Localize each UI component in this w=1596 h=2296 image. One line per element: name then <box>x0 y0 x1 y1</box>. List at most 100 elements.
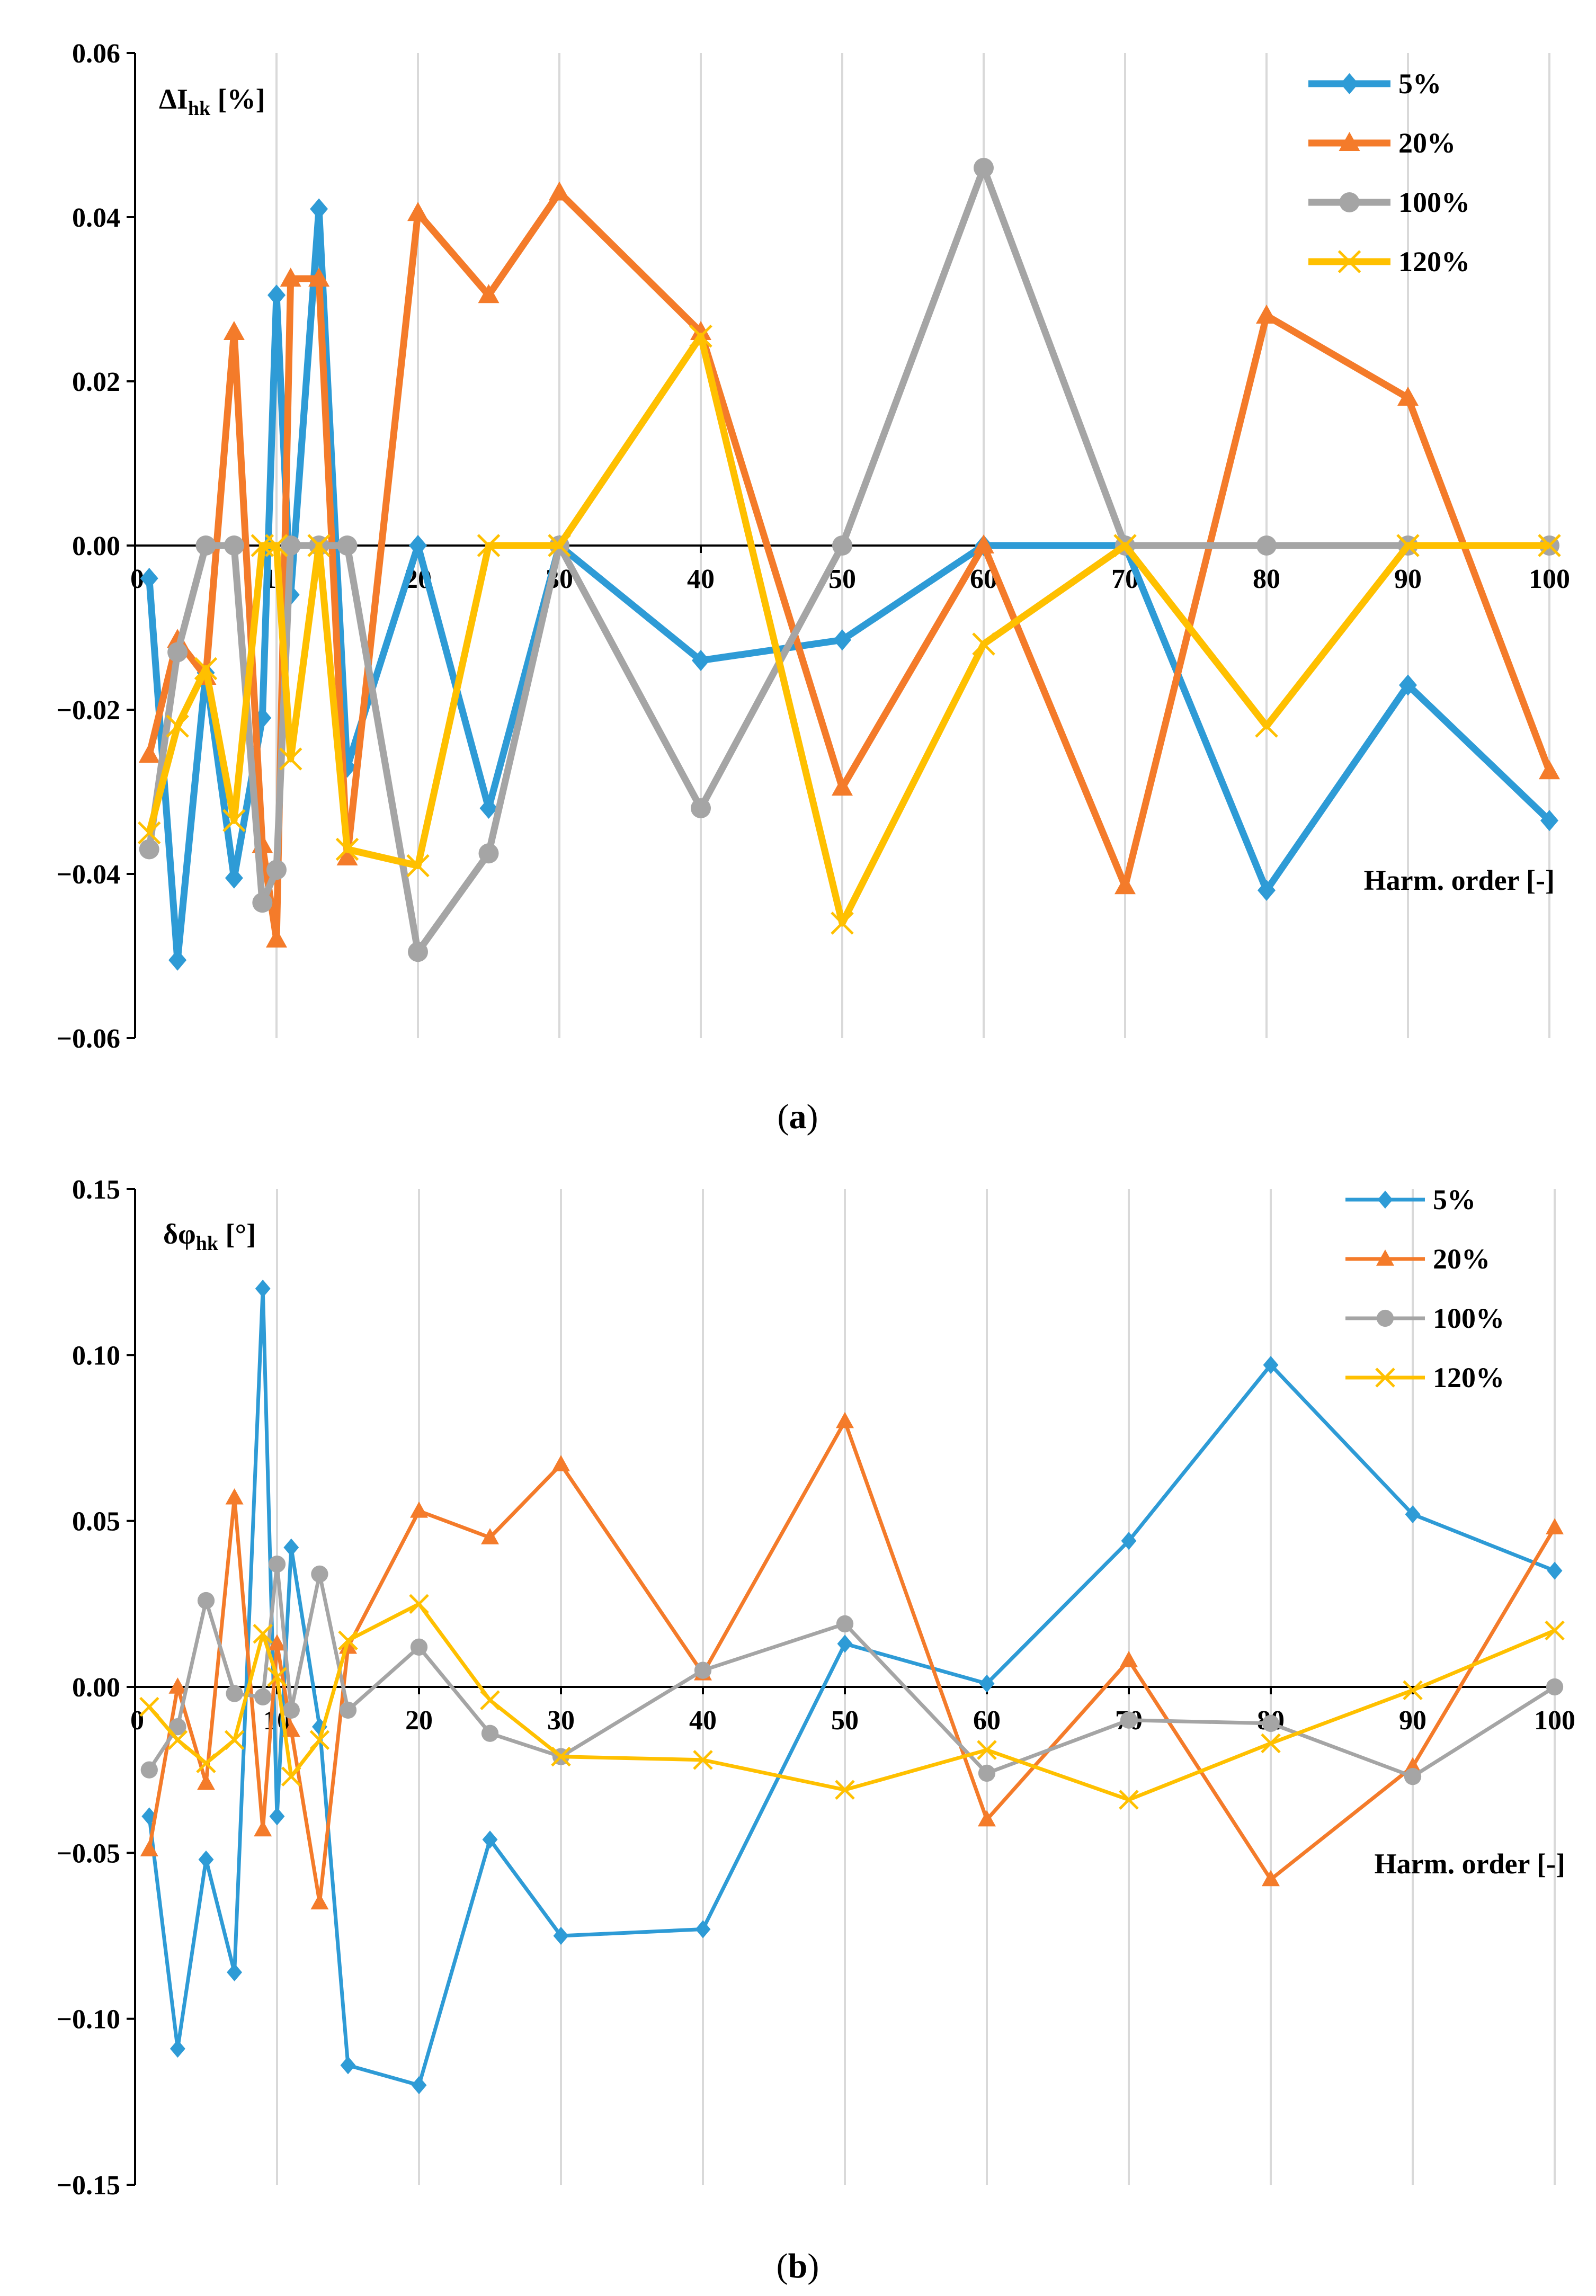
data-point <box>141 1762 158 1779</box>
data-point <box>832 535 852 556</box>
y-tick-label: 0.00 <box>72 531 120 561</box>
legend-label: 5% <box>1433 1184 1476 1216</box>
legend-marker <box>1378 1191 1393 1209</box>
y-tick-label: −0.10 <box>56 2005 120 2035</box>
caption-letter: a <box>789 1097 807 1136</box>
data-point <box>411 1639 427 1656</box>
x-tick-label: 0 <box>130 1705 144 1736</box>
data-point <box>266 928 287 948</box>
x-tick-label: 30 <box>547 1705 575 1736</box>
data-point <box>1262 1715 1279 1732</box>
data-point <box>978 1765 995 1782</box>
data-point <box>310 199 328 220</box>
y-axis-label-sub: hk <box>188 97 211 120</box>
data-point <box>1546 1518 1564 1534</box>
x-tick-label: 80 <box>1253 564 1280 594</box>
caption: (a) <box>778 1097 818 1136</box>
y-axis-label: ΔIhk [%] <box>159 83 265 120</box>
data-point <box>481 1691 499 1709</box>
data-point <box>224 535 244 556</box>
data-point <box>225 868 243 889</box>
data-point <box>340 1702 356 1719</box>
legend-label: 20% <box>1398 127 1456 159</box>
data-point <box>269 1556 286 1573</box>
legend-label: 100% <box>1398 186 1470 218</box>
legend-item-20%: 20% <box>1308 127 1456 159</box>
series-line <box>149 168 1549 952</box>
data-point <box>140 1840 158 1856</box>
y-tick-label: 0.10 <box>72 1341 120 1371</box>
figure: 0.060.040.020.00−0.02−0.04−0.060 10 20 30 40… <box>0 0 1596 2296</box>
x-tick-label: 90 <box>1399 1705 1426 1736</box>
legend-marker <box>1340 192 1360 212</box>
legend-label: 100% <box>1433 1302 1504 1334</box>
legend-item-100%: 100% <box>1308 186 1470 218</box>
x-tick-label: 20 <box>405 1705 433 1736</box>
y-axis-label-unit: [%] <box>210 83 265 115</box>
series-20% <box>140 1412 1564 1909</box>
legend-label: 20% <box>1433 1243 1490 1275</box>
data-point <box>224 321 245 340</box>
data-point <box>1539 760 1560 779</box>
data-point <box>197 1774 215 1790</box>
legend-item-120%: 120% <box>1345 1362 1504 1393</box>
data-point <box>283 1702 300 1719</box>
legend-item-120%: 120% <box>1308 246 1470 278</box>
x-tick-label: 60 <box>973 1705 1001 1736</box>
data-point <box>252 892 272 913</box>
data-point <box>1114 875 1136 894</box>
data-point <box>255 1280 271 1298</box>
x-tick-label: 40 <box>689 1705 717 1736</box>
data-point <box>836 1615 853 1632</box>
data-point <box>198 1592 215 1609</box>
legend-item-5%: 5% <box>1345 1184 1476 1216</box>
data-point <box>552 1455 570 1471</box>
data-point <box>482 1725 498 1742</box>
x-tick-label: 90 <box>1394 564 1422 594</box>
data-point <box>1256 535 1277 556</box>
data-point <box>254 1689 271 1705</box>
legend-item-5%: 5% <box>1308 68 1441 100</box>
y-axis-label-main: ΔI <box>159 83 188 115</box>
data-point <box>227 1963 242 1981</box>
data-point <box>283 1539 299 1557</box>
data-point <box>694 1662 711 1679</box>
y-tick-label: −0.05 <box>56 1838 120 1869</box>
data-point <box>1546 1678 1563 1695</box>
y-tick-label: −0.06 <box>56 1024 120 1054</box>
legend-marker <box>1341 73 1359 94</box>
y-axis-label-unit: [°] <box>218 1218 256 1250</box>
data-point <box>311 1566 328 1583</box>
data-point <box>696 1920 711 1938</box>
y-tick-label: −0.02 <box>56 695 120 726</box>
x-axis-label: Harm. order [-] <box>1375 1848 1565 1880</box>
caption-letter: b <box>788 2247 808 2285</box>
data-point <box>196 535 216 556</box>
data-point <box>341 2056 356 2074</box>
x-tick-label: 100 <box>1529 564 1570 594</box>
data-point <box>199 1851 214 1869</box>
data-point <box>226 1685 243 1702</box>
y-axis-label-main: δφ <box>163 1218 196 1250</box>
legend-label: 120% <box>1398 246 1470 278</box>
legend-marker <box>1377 1310 1394 1327</box>
y-tick-label: 0.02 <box>72 367 120 397</box>
data-point <box>139 839 159 860</box>
data-point <box>1547 1562 1563 1580</box>
data-point <box>167 642 188 663</box>
data-point <box>974 158 994 178</box>
data-point <box>836 1412 854 1428</box>
data-point <box>270 1807 285 1825</box>
chart-b: 0.150.100.050.00−0.05−0.10−0.150 10 20 30 40… <box>56 1175 1575 2285</box>
y-axis-label: δφhk [°] <box>163 1218 256 1255</box>
x-tick-label: 100 <box>1534 1705 1575 1736</box>
data-point <box>266 860 287 880</box>
data-point <box>408 942 428 962</box>
data-point <box>337 535 358 556</box>
series-line <box>149 1422 1555 1903</box>
legend: 5% 20% 100% 120% <box>1308 68 1470 278</box>
y-tick-label: 0.06 <box>72 39 120 69</box>
data-point <box>1404 1768 1421 1785</box>
data-point <box>479 843 499 863</box>
x-tick-label: 50 <box>831 1705 859 1736</box>
